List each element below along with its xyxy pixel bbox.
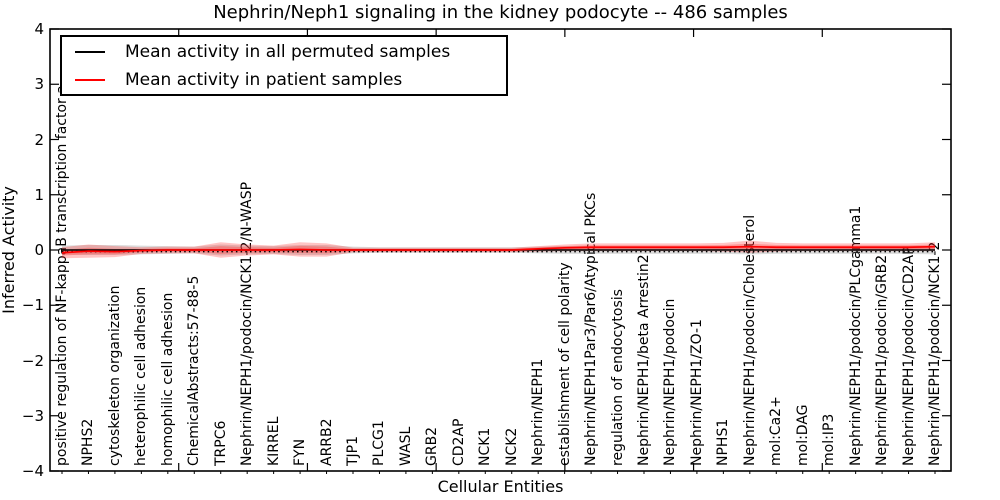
x-tick-label: mol:IP3 [821,413,838,466]
x-tick-label: Nephrin/NEPH1/podocin/Cholesterol [741,214,758,466]
y-tick-label: 3 [34,75,44,94]
x-tick-label: NPHS2 [80,418,97,466]
x-tick-label: Nephrin/NEPH1/podocin/NCK1-2/N-WASP [239,181,256,466]
x-tick-label: PLCG1 [371,420,388,466]
x-tick-label: Nephrin/NEPH1/ZO-1 [688,319,705,466]
x-tick-label: Nephrin/NEPH1/beta Arrestin2 [636,254,652,466]
y-tick-label: −1 [21,296,44,315]
legend-label-patient: Mean activity in patient samples [125,69,403,90]
permuted-spread-band [62,244,935,256]
x-tick-label: KIRREL [265,416,282,466]
x-tick-label: ARRB2 [318,418,335,466]
x-tick-label: Nephrin/NEPH1/podocin/CD2AP [900,246,917,466]
patient-line-swatch [75,78,105,81]
patient-spread-band [62,240,935,259]
legend-label-permuted: Mean activity in all permuted samples [125,41,451,62]
y-tick-label: 1 [34,185,44,204]
x-tick-label: FYN [292,438,309,466]
x-axis-label: Cellular Entities [437,477,564,496]
legend-item-permuted: Mean activity in all permuted samples [75,38,506,66]
x-tick-label: homophilic cell adhesion [159,292,176,466]
legend-item-patient: Mean activity in patient samples [75,66,506,94]
x-tick-label: TRPC6 [212,420,229,466]
y-tick-label: 0 [34,241,44,259]
x-tick-label: ChemicalAbstracts:57-88-5 [186,275,203,466]
chart-title: Nephrin/Neph1 signaling in the kidney po… [213,2,788,23]
x-tick-label: CD2AP [450,418,467,466]
x-tick-label: Nephrin/NEPH1Par3/Par6/Atypical PKCs [583,192,600,466]
x-tick-label: Nephrin/NEPH1/podocin/NCK1-2 [927,241,943,466]
x-tick-label: Nephrin/NEPH1 [530,358,547,466]
x-tick-label: Nephrin/NEPH1/podocin/PLCgamma1 [847,205,864,466]
x-tick-label: Nephrin/NEPH1/podocin/GRB2 [874,254,891,466]
x-tick-label: NCK2 [503,427,520,466]
x-tick-label: NPHS1 [715,418,732,466]
x-tick-label: cytoskeleton organization [106,285,123,466]
y-tick-label: 4 [34,20,44,38]
y-tick-label: −4 [21,462,44,480]
x-tick-label: mol:Ca2+ [768,396,785,466]
x-tick-label: GRB2 [424,426,441,466]
y-tick-label: −3 [21,406,44,425]
y-tick-label: −2 [21,351,44,370]
y-tick-label: 2 [34,130,44,149]
x-tick-label: heterophilic cell adhesion [133,286,150,466]
x-tick-label: WASL [397,426,414,466]
x-tick-label: Nephrin/NEPH1/podocin [662,298,679,466]
x-tick-label: regulation of endocytosis [609,289,626,466]
x-tick-label: TJP1 [345,435,361,466]
patient-mean-line [61,245,936,254]
legend: Mean activity in all permuted samples Me… [60,35,508,96]
x-tick-label: positive regulation of NF-kappaB transcr… [54,85,70,466]
x-tick-label: NCK1 [477,427,494,466]
patient-spread-band-inner [62,243,935,256]
x-tick-label: mol:DAG [794,404,811,466]
x-tick-label: establishment of cell polarity [556,262,573,466]
permuted-line-swatch [75,50,105,53]
